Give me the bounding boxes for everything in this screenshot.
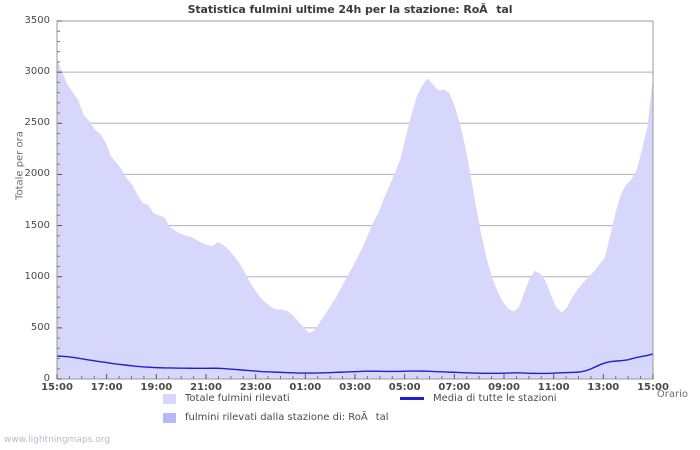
y-tick-label: 3500: [24, 15, 50, 26]
legend-item[interactable]: Totale fulmini rilevati: [163, 393, 290, 404]
x-tick-label: 15:00: [637, 382, 669, 393]
y-tick-label: 1000: [24, 270, 50, 282]
x-tick-label: 19:00: [140, 382, 173, 393]
y-tick-label: 1500: [24, 219, 50, 231]
y-tick-label: 0: [43, 373, 50, 384]
watermark: www.lightningmaps.org: [4, 435, 110, 445]
legend-label: Totale fulmini rilevati: [185, 393, 290, 404]
y-tick-label: 2000: [24, 168, 50, 180]
legend-color-swatch: [163, 412, 176, 423]
x-tick-label: 21:00: [190, 382, 222, 393]
legend-line-marker: [400, 397, 424, 400]
legend-label: fulmini rilevati dalla stazione di: RoÃ…: [185, 412, 389, 423]
x-tick-label: 09:00: [488, 382, 520, 393]
x-tick-label: 07:00: [438, 382, 471, 393]
chart-title: Statistica fulmini ultime 24h per la sta…: [187, 3, 513, 16]
x-axis-label: Orario: [656, 389, 688, 400]
x-tick-label: 01:00: [289, 382, 322, 393]
y-tick-label: 500: [30, 321, 50, 333]
x-tick-label: 03:00: [339, 382, 371, 393]
legend-color-swatch: [163, 393, 176, 404]
legend-item[interactable]: Media di tutte le stazioni: [400, 393, 557, 404]
x-tick-label: 05:00: [388, 382, 421, 393]
x-tick-label: 17:00: [90, 382, 123, 393]
x-tick-label: 11:00: [537, 382, 570, 393]
legend-item[interactable]: fulmini rilevati dalla stazione di: RoÃ…: [163, 411, 389, 424]
legend-label: Media di tutte le stazioni: [433, 393, 557, 404]
x-tick-label: 23:00: [239, 382, 272, 393]
x-tick-label: 13:00: [587, 382, 620, 393]
y-tick-label: 2500: [24, 117, 50, 129]
chart-legend: Totale fulmini rilevati Media di tutte le…: [0, 393, 700, 433]
x-tick-label: 15:00: [41, 382, 73, 393]
y-tick-label: 3000: [24, 66, 50, 78]
